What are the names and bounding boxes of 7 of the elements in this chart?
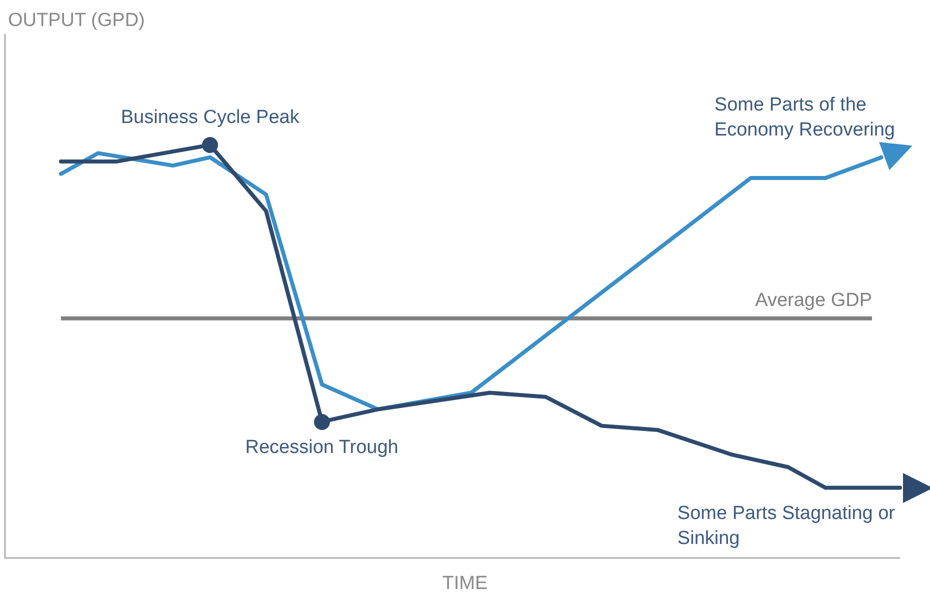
x-axis-title: TIME xyxy=(441,573,489,594)
annotation: Recession Trough xyxy=(245,436,398,458)
annotation: Some Parts Stagnating or Sinking xyxy=(677,503,896,550)
text: Some Parts of the Economy Recovering xyxy=(714,94,896,141)
annotation: Business Cycle Peak xyxy=(120,107,300,128)
ref-line-label: Average GDP xyxy=(755,290,872,312)
text: OUTPUT (GPD) xyxy=(8,10,145,32)
